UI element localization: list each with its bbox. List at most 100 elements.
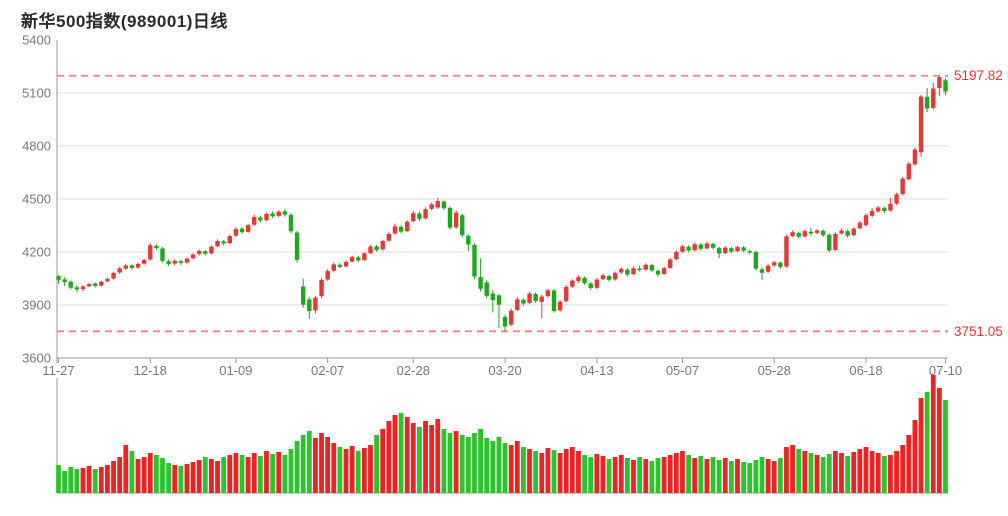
candle[interactable] — [839, 228, 844, 235]
candle[interactable] — [252, 214, 257, 226]
volume-bar[interactable] — [618, 455, 624, 493]
volume-bar[interactable] — [270, 454, 276, 493]
volume-bar[interactable] — [606, 459, 612, 493]
candle[interactable] — [918, 94, 924, 157]
candle[interactable] — [692, 242, 697, 252]
volume-bar[interactable] — [264, 451, 269, 493]
candle[interactable] — [931, 82, 936, 110]
volume-bar[interactable] — [539, 453, 545, 493]
candle[interactable] — [937, 75, 942, 97]
candle[interactable] — [729, 246, 734, 254]
candle[interactable] — [894, 192, 899, 206]
volume-bar[interactable] — [826, 454, 832, 493]
volume-bar[interactable] — [490, 441, 496, 493]
volume-bar[interactable] — [294, 441, 300, 493]
candle[interactable] — [423, 207, 428, 220]
candle[interactable] — [294, 230, 300, 263]
volume-bar[interactable] — [227, 455, 233, 493]
candle[interactable] — [515, 297, 520, 312]
candle[interactable] — [943, 78, 948, 96]
candle[interactable] — [239, 227, 245, 234]
candle[interactable] — [551, 289, 557, 313]
candle[interactable] — [404, 220, 410, 233]
candle[interactable] — [912, 147, 918, 166]
volume-bar[interactable] — [184, 464, 190, 493]
candle[interactable] — [778, 261, 783, 269]
volume-bar[interactable] — [686, 455, 691, 493]
candle[interactable] — [747, 249, 752, 255]
volume-bar[interactable] — [820, 457, 826, 493]
volume-bar[interactable] — [453, 431, 459, 493]
volume-bar[interactable] — [637, 457, 643, 493]
volume-bar[interactable] — [588, 457, 594, 493]
candle[interactable] — [833, 232, 838, 252]
volume-bar[interactable] — [62, 471, 68, 493]
candle[interactable] — [502, 314, 508, 332]
candle[interactable] — [496, 294, 502, 329]
volume-bar[interactable] — [869, 451, 875, 493]
volume-bar[interactable] — [331, 443, 337, 493]
candle[interactable] — [74, 285, 80, 293]
volume-bar[interactable] — [936, 388, 942, 493]
volume-bar[interactable] — [888, 455, 893, 493]
candle[interactable] — [478, 258, 483, 292]
candle[interactable] — [411, 211, 416, 223]
volume-bar[interactable] — [710, 457, 716, 493]
candle[interactable] — [900, 176, 905, 196]
candle[interactable] — [661, 266, 667, 275]
candle[interactable] — [117, 267, 122, 274]
volume-bar[interactable] — [680, 451, 685, 493]
candle[interactable] — [184, 257, 190, 264]
candle[interactable] — [668, 258, 673, 269]
volume-bar[interactable] — [802, 451, 808, 493]
volume-bar[interactable] — [441, 429, 447, 493]
volume-bar[interactable] — [698, 456, 704, 493]
candle[interactable] — [221, 239, 226, 246]
volume-bar[interactable] — [943, 400, 948, 493]
candle[interactable] — [643, 263, 648, 271]
volume-bar[interactable] — [906, 435, 912, 493]
volume-bar[interactable] — [123, 445, 129, 493]
volume-bar[interactable] — [343, 449, 349, 493]
candle[interactable] — [111, 271, 116, 280]
candle[interactable] — [808, 227, 814, 236]
volume-bar[interactable] — [594, 454, 600, 493]
candle[interactable] — [649, 263, 655, 273]
candle[interactable] — [343, 260, 349, 268]
volume-bar[interactable] — [667, 455, 673, 493]
volume-bar[interactable] — [814, 455, 820, 493]
candle[interactable] — [527, 291, 532, 305]
volume-bar[interactable] — [569, 447, 575, 493]
candle[interactable] — [154, 244, 159, 251]
candle[interactable] — [245, 223, 251, 233]
candle[interactable] — [349, 255, 355, 263]
candle[interactable] — [570, 279, 575, 289]
candle[interactable] — [337, 263, 343, 269]
candle[interactable] — [233, 227, 239, 237]
volume-bar[interactable] — [423, 421, 428, 493]
volume-bar[interactable] — [625, 458, 630, 493]
candle[interactable] — [209, 245, 214, 255]
candle[interactable] — [820, 229, 826, 237]
candle[interactable] — [906, 161, 911, 181]
volume-bar[interactable] — [857, 449, 863, 493]
volume-bar[interactable] — [912, 420, 918, 493]
volume-bar[interactable] — [251, 453, 257, 493]
candle[interactable] — [827, 233, 832, 253]
volume-bar[interactable] — [417, 427, 422, 493]
volume-bar[interactable] — [545, 448, 551, 493]
volume-bar[interactable] — [404, 417, 410, 493]
candle[interactable] — [521, 298, 526, 306]
candle[interactable] — [447, 206, 453, 230]
candle[interactable] — [851, 227, 856, 237]
volume-bar[interactable] — [392, 415, 398, 493]
volume-bar[interactable] — [196, 460, 202, 493]
volume-bar[interactable] — [429, 425, 435, 493]
volume-bar[interactable] — [221, 457, 227, 493]
candle[interactable] — [882, 206, 887, 214]
candle[interactable] — [68, 280, 73, 290]
volume-bar[interactable] — [349, 446, 355, 493]
candle[interactable] — [576, 275, 581, 283]
volume-bar[interactable] — [735, 459, 740, 493]
volume-bar[interactable] — [765, 459, 771, 493]
